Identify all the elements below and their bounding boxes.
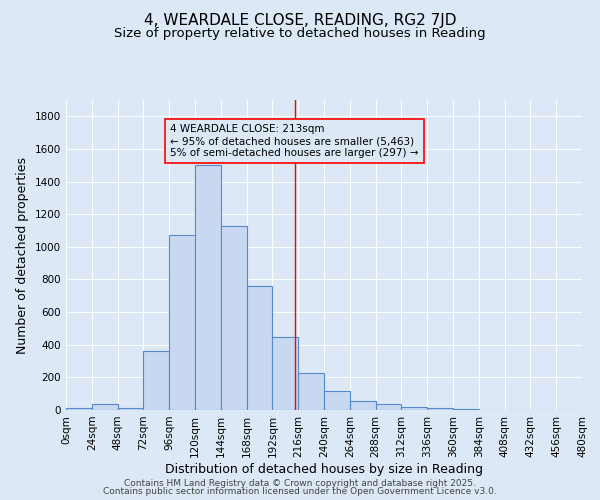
- Bar: [66, 408, 92, 410]
- Bar: [92, 404, 118, 410]
- Bar: [247, 286, 272, 410]
- Bar: [143, 352, 169, 410]
- Bar: [195, 166, 221, 410]
- Text: Size of property relative to detached houses in Reading: Size of property relative to detached ho…: [114, 28, 486, 40]
- X-axis label: Distribution of detached houses by size in Reading: Distribution of detached houses by size …: [165, 462, 483, 475]
- Bar: [298, 374, 324, 410]
- Y-axis label: Number of detached properties: Number of detached properties: [16, 156, 29, 354]
- Bar: [401, 407, 427, 410]
- Text: Contains public sector information licensed under the Open Government Licence v3: Contains public sector information licen…: [103, 487, 497, 496]
- Bar: [324, 391, 350, 410]
- Bar: [118, 408, 143, 410]
- Text: 4, WEARDALE CLOSE, READING, RG2 7JD: 4, WEARDALE CLOSE, READING, RG2 7JD: [144, 12, 456, 28]
- Bar: [453, 409, 479, 410]
- Text: Contains HM Land Registry data © Crown copyright and database right 2025.: Contains HM Land Registry data © Crown c…: [124, 478, 476, 488]
- Bar: [221, 226, 247, 410]
- Bar: [350, 401, 376, 410]
- Text: 4 WEARDALE CLOSE: 213sqm
← 95% of detached houses are smaller (5,463)
5% of semi: 4 WEARDALE CLOSE: 213sqm ← 95% of detach…: [170, 124, 419, 158]
- Bar: [272, 338, 298, 410]
- Bar: [427, 408, 453, 410]
- Bar: [376, 404, 401, 410]
- Bar: [169, 236, 195, 410]
